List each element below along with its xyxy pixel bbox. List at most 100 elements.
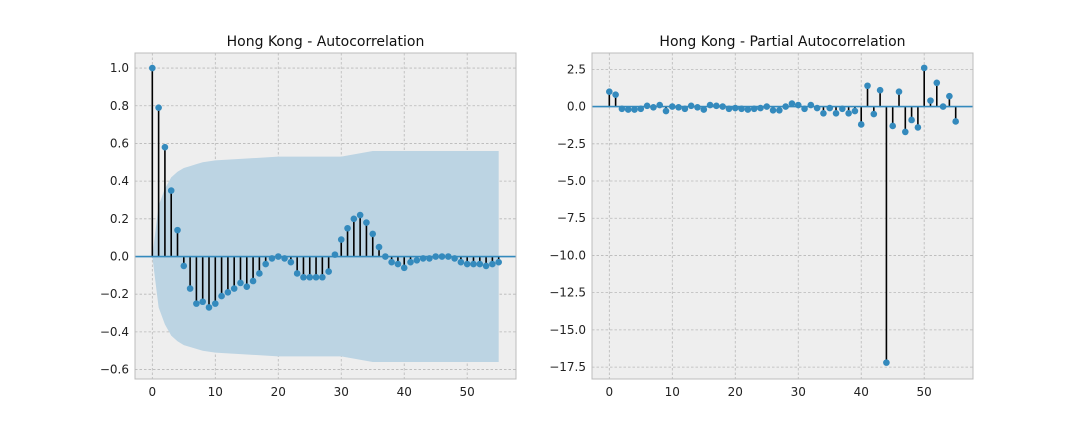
pacf-point-17	[713, 102, 720, 110]
pacf-point-7	[650, 104, 657, 111]
acf-xtick-label-0: 0	[148, 385, 156, 399]
pacf-point-1	[612, 91, 619, 98]
acf-point-13	[230, 285, 238, 292]
acf-point-53	[482, 262, 490, 270]
acf-point-54	[489, 260, 496, 268]
acf-ytick-label-2: −0.2	[100, 287, 129, 301]
pacf-ytick-label-2: −12.5	[549, 286, 586, 300]
acf-point-14	[237, 279, 244, 287]
acf-markers	[149, 64, 502, 311]
acf-axes-frame	[134, 52, 517, 380]
acf-title: Hong Kong - Autocorrelation	[227, 34, 425, 50]
pacf-axes-frame	[591, 52, 974, 380]
pacf-point-12	[681, 105, 689, 113]
pacf-ytick-label-4: −7.5	[557, 211, 586, 225]
acf-ytick-label-4: 0.2	[110, 212, 129, 226]
pacf-point-36	[832, 109, 840, 117]
pacf-point-20	[731, 104, 739, 112]
acf-point-15	[243, 283, 251, 290]
pacf-point-9	[662, 107, 670, 115]
pacf-point-48	[908, 116, 915, 124]
acf-point-39	[394, 260, 402, 268]
pacf-ytick-label-8: 2.5	[567, 62, 586, 76]
acf-point-6	[186, 285, 194, 292]
acf-ytick-label-8: 1.0	[110, 61, 129, 75]
pacf-point-24	[757, 104, 764, 112]
pacf-xtick-label-1: 10	[665, 385, 680, 399]
pacf-xtick-label-3: 30	[791, 385, 806, 399]
acf-point-20	[274, 253, 282, 260]
acf-point-34	[363, 219, 370, 226]
acf-point-28	[325, 268, 332, 275]
acf-point-41	[407, 258, 414, 266]
pacf-point-45	[889, 122, 897, 130]
pacf-point-29	[788, 100, 796, 107]
pacf-point-55	[952, 118, 959, 125]
pacf-ytick-label-5: −5.0	[557, 174, 586, 188]
pacf-point-27	[776, 107, 783, 114]
pacf-point-41	[864, 82, 871, 90]
acf-xtick-label-4: 40	[397, 385, 412, 399]
pacf-markers	[606, 64, 959, 366]
acf-point-12	[224, 289, 232, 296]
acf-ytick-label-0: −0.6	[100, 363, 129, 377]
acf-point-51	[470, 260, 477, 268]
pacf-point-35	[826, 104, 834, 112]
pacf-point-15	[700, 106, 708, 113]
pacf-point-25	[763, 103, 771, 110]
acf-point-23	[293, 270, 301, 277]
pacf-point-30	[794, 101, 802, 109]
acf-point-42	[413, 256, 421, 264]
pacf-point-52	[933, 79, 941, 87]
pacf-point-53	[939, 103, 947, 110]
pacf-xtick-label-4: 40	[854, 385, 869, 399]
pacf-ytick-label-6: −2.5	[557, 137, 586, 151]
acf-point-29	[331, 251, 339, 258]
pacf-point-50	[920, 64, 928, 72]
acf-ytick-label-3: 0.0	[110, 250, 129, 264]
pacf-xtick-label-2: 20	[728, 385, 743, 399]
pacf-point-37	[839, 105, 846, 113]
acf-point-46	[438, 253, 446, 260]
pacf-point-32	[807, 101, 815, 109]
acf-point-52	[476, 260, 484, 268]
pacf-ytick-label-7: 0.0	[567, 100, 586, 114]
acf-point-45	[432, 253, 440, 260]
acf-point-48	[451, 255, 458, 262]
acf-point-44	[426, 255, 433, 262]
pacf-ytick-label-0: −17.5	[549, 360, 586, 374]
pacf-point-19	[725, 105, 733, 113]
pacf-title: Hong Kong - Partial Autocorrelation	[659, 34, 905, 50]
acf-xtick-label-5: 50	[460, 385, 475, 399]
pacf-point-13	[687, 102, 695, 110]
pacf-point-2	[618, 105, 626, 113]
pacf-panel: 0 10 20 30 40 50 −17.5 −15.0 −12.5 −10.0 −7.5 −5.0 −…	[549, 34, 974, 399]
pacf-point-22	[744, 106, 752, 113]
pacf-point-31	[801, 105, 808, 113]
pacf-point-14	[694, 104, 701, 111]
acf-point-4	[174, 226, 181, 234]
acf-xtick-label-2: 20	[271, 385, 286, 399]
acf-point-27	[319, 273, 326, 281]
acf-point-0	[149, 64, 156, 72]
pacf-ytick-label-1: −15.0	[549, 323, 586, 337]
acf-point-30	[337, 236, 345, 243]
pacf-point-16	[706, 101, 714, 109]
acf-ytick-label-1: −0.4	[100, 325, 129, 339]
acf-point-37	[382, 253, 389, 260]
pacf-point-33	[813, 104, 821, 112]
acf-point-47	[445, 253, 452, 260]
acf-point-38	[388, 258, 395, 266]
acf-point-5	[180, 262, 188, 270]
acf-point-16	[249, 277, 257, 285]
pacf-point-49	[914, 124, 922, 131]
acf-point-11	[218, 292, 225, 300]
pacf-xtick-label-0: 0	[605, 385, 613, 399]
acf-point-55	[495, 258, 502, 266]
pacf-point-39	[851, 107, 859, 115]
pacf-point-51	[927, 97, 934, 104]
pacf-ytick-label-3: −10.0	[549, 248, 586, 262]
pacf-point-54	[946, 92, 953, 100]
acf-point-18	[262, 260, 269, 268]
